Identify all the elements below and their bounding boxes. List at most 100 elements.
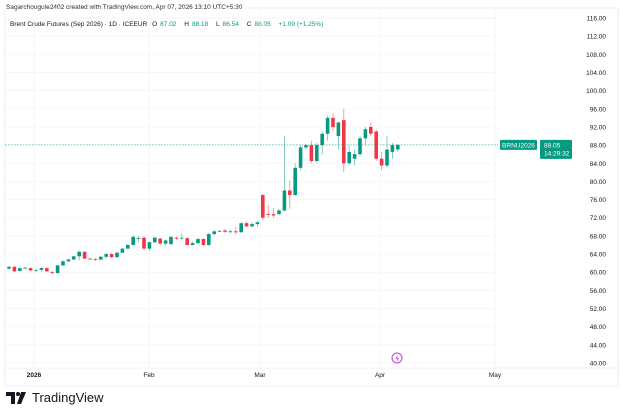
candle-body xyxy=(120,248,125,253)
close-label: C xyxy=(246,21,252,28)
y-tick-label: 112.00 xyxy=(587,34,607,41)
price-tag-price: 88.05 xyxy=(544,142,561,149)
open-value: 87.02 xyxy=(160,21,177,28)
high-label: H xyxy=(184,21,189,28)
candle-body xyxy=(234,231,238,233)
candle-body xyxy=(304,145,308,148)
x-tick-label: Feb xyxy=(143,372,155,379)
candle-body xyxy=(390,145,395,152)
y-tick-label: 108.00 xyxy=(586,52,606,59)
candle-body xyxy=(255,222,260,225)
candle-body xyxy=(153,237,157,243)
logo-text: TradingView xyxy=(32,390,104,405)
candle-body xyxy=(185,238,189,245)
candle-body xyxy=(104,254,108,257)
candle-body xyxy=(115,252,119,258)
tradingview-logo: TradingView xyxy=(6,390,104,405)
x-tick-label: May xyxy=(489,372,502,379)
y-tick-label: 64.00 xyxy=(590,252,607,259)
symbol-title[interactable]: Brent Crude Futures (Sep 2026) · 1D · IC… xyxy=(10,21,148,28)
candle-body xyxy=(131,236,135,245)
tradingview-logo-icon xyxy=(6,391,26,404)
candle-body xyxy=(39,268,44,270)
chart-credit: Sagarchougule2402 created with TradingVi… xyxy=(6,4,243,11)
candle-body xyxy=(34,269,38,271)
candle-body xyxy=(277,210,281,215)
low-label: L xyxy=(216,21,220,28)
candle-body xyxy=(396,144,400,150)
price-chart[interactable]: 116.00 112.00 108.00 104.00 100.00 96.00 92.00… xyxy=(0,0,623,390)
candle-body xyxy=(282,190,287,211)
price-tag xyxy=(540,139,572,159)
candle-body xyxy=(342,120,346,164)
candle-body xyxy=(315,145,319,161)
chart-frame xyxy=(4,7,619,387)
y-tick-label: 52.00 xyxy=(590,306,607,313)
y-tick-label: 84.00 xyxy=(590,161,607,168)
candle-body xyxy=(82,251,87,259)
candle-body xyxy=(201,239,206,245)
candle-body xyxy=(18,268,22,271)
candle-body xyxy=(293,167,297,196)
y-tick-label: 104.00 xyxy=(586,70,606,77)
y-tick-label: 40.00 xyxy=(590,361,607,368)
candle-body xyxy=(190,243,195,245)
symbol-tag xyxy=(500,139,537,150)
candle-body xyxy=(228,231,233,233)
candle-body xyxy=(93,259,98,260)
candle-body xyxy=(217,230,222,232)
y-tick-label: 44.00 xyxy=(590,342,607,349)
candle-body xyxy=(347,151,351,164)
symbol-legend: Brent Crude Futures (Sep 2026) · 1D · IC… xyxy=(10,21,326,28)
candle-body xyxy=(45,268,49,272)
x-tick-label: Apr xyxy=(375,372,386,379)
candle-body xyxy=(363,129,368,139)
candle-body xyxy=(109,254,114,258)
y-tick-label: 48.00 xyxy=(590,324,607,331)
candle-body xyxy=(212,231,216,235)
candle-body xyxy=(358,138,362,155)
candle-body xyxy=(244,223,249,227)
low-value: 86.54 xyxy=(222,21,239,28)
candle-body xyxy=(169,236,173,245)
y-tick-label: 76.00 xyxy=(590,197,607,204)
candle-body xyxy=(77,251,81,257)
price-tag-countdown: 14:29:32 xyxy=(544,150,570,157)
y-tick-label: 88.00 xyxy=(590,143,607,150)
candle-body xyxy=(50,272,54,274)
y-tick-label: 60.00 xyxy=(590,270,607,277)
candle-body xyxy=(142,237,146,249)
candle-body xyxy=(23,267,27,269)
candle-body xyxy=(126,244,130,249)
candle-body xyxy=(196,239,200,244)
y-tick-label: 68.00 xyxy=(590,233,607,240)
candle-body xyxy=(174,237,179,239)
candle-body xyxy=(207,234,211,245)
candle-body xyxy=(147,242,152,249)
candle-body xyxy=(158,238,162,244)
symbol-tag-text: BRNU2026 xyxy=(502,142,535,149)
candle-body xyxy=(379,158,384,166)
candle-body xyxy=(180,237,184,239)
candle-body xyxy=(385,149,389,166)
lightning-icon xyxy=(395,354,399,362)
candle-body xyxy=(99,256,103,260)
candle-body xyxy=(336,122,341,137)
candle-body xyxy=(271,214,276,216)
candle-body xyxy=(288,190,292,196)
candle-body xyxy=(250,224,254,227)
candle-body xyxy=(163,240,168,244)
candle-body xyxy=(136,238,141,239)
open-label: O xyxy=(152,21,158,28)
candle-body xyxy=(12,266,17,272)
candle-body xyxy=(239,223,243,233)
y-tick-label: 80.00 xyxy=(590,179,607,186)
candle-body xyxy=(28,268,33,271)
x-tick-label: Mar xyxy=(254,372,266,379)
y-tick-label: 96.00 xyxy=(590,106,607,113)
candle-body xyxy=(298,147,303,168)
candle-body xyxy=(88,258,92,260)
candle-body xyxy=(266,214,270,216)
candle-body xyxy=(309,145,314,161)
y-tick-label: 56.00 xyxy=(590,288,607,295)
